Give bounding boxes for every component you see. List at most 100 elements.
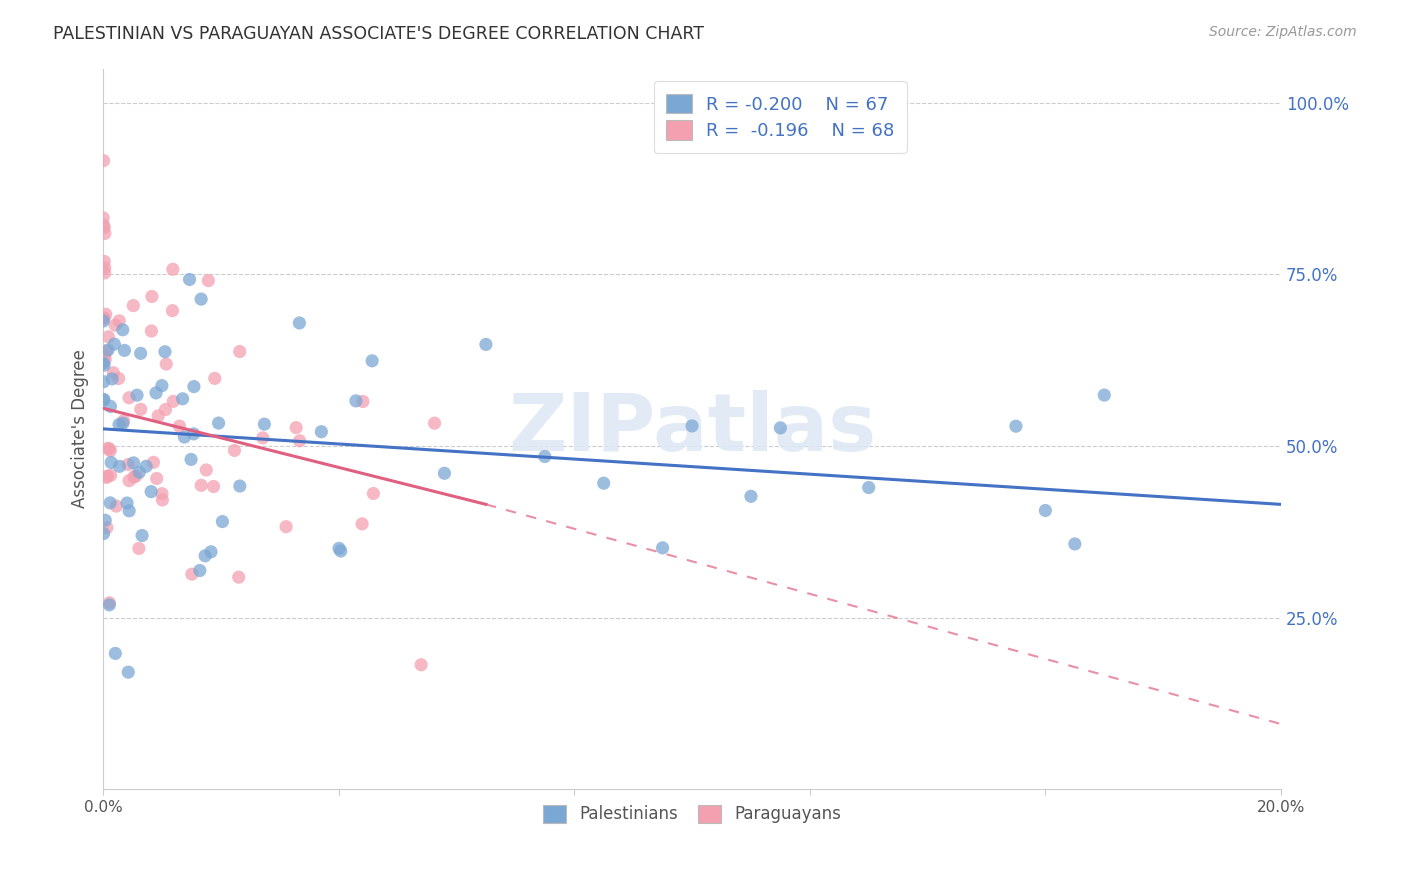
Point bbox=[104, 647, 127, 661]
Point bbox=[229, 344, 252, 359]
Point bbox=[98, 496, 121, 510]
Point bbox=[433, 467, 456, 481]
Point bbox=[128, 466, 150, 480]
Point bbox=[352, 516, 374, 531]
Point bbox=[183, 426, 205, 441]
Point bbox=[125, 469, 148, 483]
Point bbox=[108, 314, 131, 328]
Point bbox=[94, 349, 117, 363]
Point bbox=[96, 344, 118, 359]
Point bbox=[93, 314, 115, 328]
Point bbox=[117, 458, 139, 472]
Point bbox=[97, 442, 120, 456]
Point bbox=[155, 402, 177, 417]
Point bbox=[274, 519, 297, 533]
Point bbox=[363, 486, 385, 500]
Point bbox=[228, 570, 250, 584]
Point bbox=[423, 416, 446, 430]
Point bbox=[180, 452, 202, 467]
Point bbox=[112, 414, 135, 428]
Point bbox=[285, 420, 308, 434]
Point bbox=[97, 343, 120, 357]
Point bbox=[179, 272, 201, 286]
Point bbox=[118, 391, 141, 405]
Point bbox=[94, 513, 117, 527]
Point bbox=[475, 337, 498, 351]
Point bbox=[93, 266, 115, 280]
Point bbox=[91, 211, 114, 225]
Point bbox=[740, 489, 762, 503]
Point bbox=[344, 393, 367, 408]
Point bbox=[150, 492, 173, 507]
Point bbox=[411, 657, 433, 672]
Point bbox=[98, 443, 121, 458]
Point bbox=[141, 484, 163, 499]
Point bbox=[145, 385, 167, 400]
Point bbox=[252, 431, 274, 445]
Point bbox=[141, 324, 163, 338]
Point bbox=[93, 392, 115, 407]
Point bbox=[180, 567, 202, 582]
Point bbox=[98, 596, 121, 610]
Point bbox=[162, 394, 184, 409]
Point bbox=[93, 358, 115, 372]
Point bbox=[100, 400, 122, 414]
Point bbox=[352, 394, 374, 409]
Point bbox=[103, 337, 125, 351]
Point bbox=[128, 541, 150, 556]
Point bbox=[155, 357, 177, 371]
Point bbox=[190, 478, 212, 492]
Point bbox=[533, 450, 555, 464]
Point bbox=[129, 402, 152, 417]
Point bbox=[108, 417, 131, 432]
Point bbox=[173, 430, 195, 444]
Point bbox=[98, 598, 121, 612]
Point bbox=[195, 463, 218, 477]
Point bbox=[651, 541, 673, 555]
Point bbox=[1092, 388, 1115, 402]
Point bbox=[122, 456, 145, 470]
Point bbox=[224, 443, 246, 458]
Point bbox=[253, 417, 276, 432]
Point bbox=[329, 544, 352, 558]
Point bbox=[1035, 503, 1057, 517]
Point bbox=[103, 366, 125, 380]
Point bbox=[94, 227, 117, 241]
Point bbox=[118, 474, 141, 488]
Point bbox=[91, 356, 114, 370]
Point bbox=[328, 541, 350, 556]
Point bbox=[129, 346, 152, 360]
Point bbox=[111, 323, 134, 337]
Point bbox=[172, 392, 194, 406]
Point bbox=[153, 344, 176, 359]
Point bbox=[93, 254, 115, 268]
Point bbox=[229, 479, 252, 493]
Point bbox=[169, 419, 191, 434]
Point bbox=[288, 316, 311, 330]
Point bbox=[125, 388, 148, 402]
Point bbox=[114, 343, 136, 358]
Point bbox=[97, 330, 120, 344]
Point bbox=[1063, 537, 1085, 551]
Point bbox=[104, 318, 127, 332]
Point bbox=[592, 476, 614, 491]
Point bbox=[204, 371, 226, 385]
Point bbox=[122, 470, 145, 484]
Point bbox=[135, 459, 157, 474]
Point bbox=[207, 416, 229, 430]
Point bbox=[96, 470, 118, 484]
Point bbox=[202, 479, 225, 493]
Point bbox=[118, 504, 141, 518]
Point bbox=[105, 499, 128, 513]
Point bbox=[111, 416, 134, 430]
Point bbox=[141, 289, 163, 303]
Point bbox=[200, 545, 222, 559]
Point bbox=[681, 419, 703, 434]
Point bbox=[150, 378, 173, 392]
Legend: Palestinians, Paraguayans: Palestinians, Paraguayans bbox=[531, 793, 853, 835]
Point bbox=[311, 425, 333, 439]
Point bbox=[100, 455, 122, 469]
Point bbox=[211, 515, 233, 529]
Point bbox=[188, 564, 211, 578]
Point bbox=[145, 471, 167, 485]
